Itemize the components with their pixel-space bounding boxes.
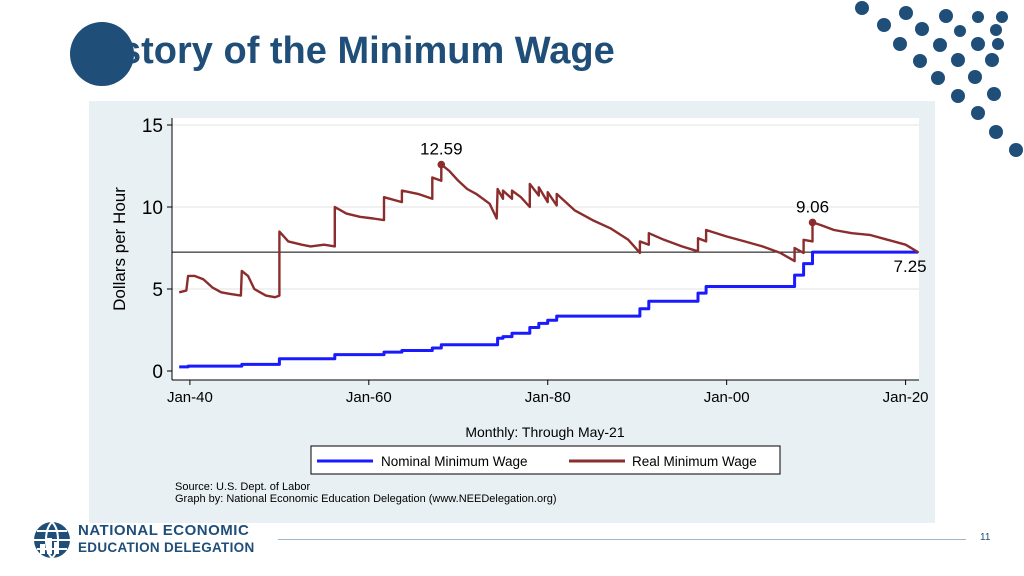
chart-credit: Graph by: National Economic Education De… <box>175 493 557 505</box>
series-real-line <box>178 163 919 299</box>
org-name-line1: NATIONAL ECONOMIC <box>78 522 250 539</box>
annotation-label: 9.06 <box>796 197 829 216</box>
globe-icon <box>34 521 70 559</box>
annotation-marker <box>808 218 817 227</box>
y-tick-label: 0 <box>152 362 163 383</box>
annotation-label: 12.59 <box>420 140 463 159</box>
minimum-wage-chart: 0 5 10 15 Jan-40 Jan-60 Jan-80 Jan-00 Jan-20 12.… <box>110 116 929 505</box>
footer-rule <box>278 539 966 540</box>
chart-source: Source: U.S. Dept. of Labor <box>175 481 310 493</box>
x-tick-label: Jan-00 <box>704 389 750 406</box>
organization-logo: NATIONAL ECONOMIC EDUCATION DELEGATION <box>30 518 280 562</box>
x-tick-label: Jan-20 <box>883 389 929 406</box>
plot-area <box>172 118 919 380</box>
decorative-dot-pattern <box>855 1 1023 157</box>
y-tick-label: 10 <box>142 198 163 219</box>
legend-label-real: Real Minimum Wage <box>632 454 757 469</box>
legend-label-nominal: Nominal Minimum Wage <box>381 454 528 469</box>
page-number: 11 <box>980 532 991 543</box>
x-tick-label: Jan-80 <box>525 389 571 406</box>
annotation-label: 7.25 <box>894 257 927 276</box>
title-accent-circle <box>70 22 134 86</box>
slide-title: History of the Minimum Wage <box>82 30 615 72</box>
org-name-line2: EDUCATION DELEGATION <box>78 540 255 555</box>
y-tick-label: 15 <box>142 116 163 137</box>
y-tick-label: 5 <box>152 280 163 301</box>
y-axis-label: Dollars per Hour <box>110 187 129 311</box>
x-axis-label: Monthly: Through May-21 <box>465 424 624 440</box>
x-tick-label: Jan-60 <box>346 389 392 406</box>
x-tick-label: Jan-40 <box>167 389 213 406</box>
chart-legend: Nominal Minimum Wage Real Minimum Wage <box>310 445 781 475</box>
annotation-marker <box>437 160 446 169</box>
series-nominal-line <box>179 250 919 369</box>
